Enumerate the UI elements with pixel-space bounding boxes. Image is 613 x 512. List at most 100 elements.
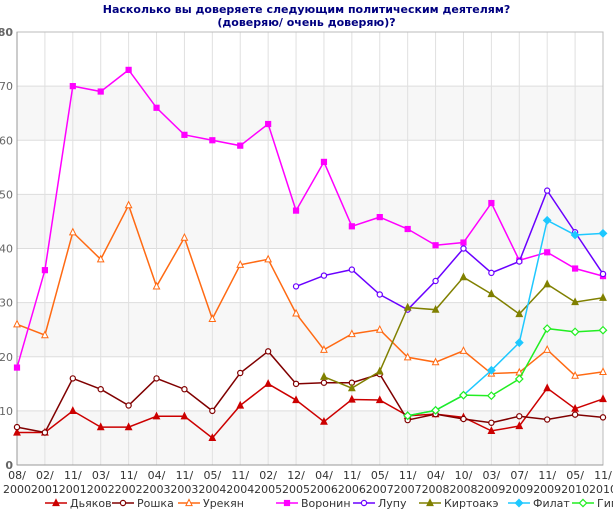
legend-marker [185,498,193,507]
data-point [543,279,552,288]
x-tick-label-year: 2009 [533,483,561,496]
x-tick-label-month: 03/ [483,469,501,482]
x-tick-label-month: 05/ [566,469,584,482]
data-point [68,227,77,236]
data-point [292,308,300,317]
series-line [16,203,604,377]
data-point [180,232,189,241]
data-point [486,365,496,375]
data-point [264,348,272,355]
grid-band [17,194,603,249]
data-point [264,379,273,387]
y-tick-label: 0 [5,459,13,472]
data-point [487,426,496,435]
data-point [237,142,244,149]
x-tick-label-month: 11/ [120,469,138,482]
data-point [320,379,328,386]
data-point [598,228,608,238]
x-tick-label-month: 11/ [176,469,194,482]
data-point [571,370,580,379]
legend-label: Киртоакэ [444,497,499,510]
y-tick-label: 80 [0,26,13,39]
data-point [599,270,607,278]
series-line [17,382,604,439]
legend-item: Киртоакэ [419,497,499,510]
legend-label: Воронин [301,497,351,510]
data-point [570,230,580,240]
data-point [571,403,580,412]
x-tick-label-month: 05/ [371,469,389,482]
data-point [153,375,160,382]
data-point [542,215,552,225]
legend-marker [426,498,434,507]
data-point [514,338,524,348]
grid-band [17,302,603,357]
data-point [153,104,160,111]
data-point [152,281,161,290]
data-point [320,416,328,425]
series-7 [403,324,608,421]
x-tick-label-year: 2005 [254,483,282,496]
data-point [152,411,161,420]
legend-label: Рошка [137,497,174,510]
x-tick-label-month: 11/ [538,469,556,482]
data-point [598,325,608,335]
x-tick-label-month: 10/ [455,469,473,482]
data-point [488,199,495,207]
legend-marker [119,499,127,507]
data-point [599,367,607,376]
x-tick-label-year: 2007 [394,483,422,496]
legend-item: Урекян [178,497,244,510]
data-point [347,383,356,392]
data-point [265,120,272,128]
data-point [571,411,579,418]
data-point [124,200,133,209]
x-tick-label-year: 2002 [87,483,115,496]
data-point [459,390,468,400]
data-point [320,272,328,279]
series-2 [13,200,607,379]
data-point [208,433,217,442]
data-point [432,242,439,249]
x-tick-label-year: 2008 [449,483,477,496]
data-point [542,324,552,334]
data-point [348,266,356,273]
x-tick-label-month: 12/ [287,469,305,482]
x-tick-label-year: 2006 [310,483,338,496]
legend-marker [52,498,60,507]
data-point [13,319,21,328]
data-point [13,364,21,371]
x-tick-label-year: 2009 [505,483,533,496]
x-tick-label-month: 04/ [148,469,166,482]
data-point [403,411,413,421]
x-tick-label-year: 2004 [226,483,254,496]
data-point [571,297,580,306]
data-point [209,137,216,144]
data-point [292,380,300,388]
data-point [320,344,328,353]
legend-label: Урекян [203,497,244,510]
x-tick-label-month: 07/ [510,469,528,482]
x-tick-label-month: 02/ [259,469,277,482]
data-point [209,407,216,415]
x-tick-label-month: 11/ [343,469,361,482]
data-point [460,415,467,423]
legend-item: Филат [508,497,570,510]
data-point [41,267,49,274]
x-tick-label-year: 2008 [422,483,450,496]
data-point [543,416,551,423]
data-point [125,66,132,73]
data-point [292,283,300,290]
data-point [376,291,383,298]
data-point [13,423,21,431]
grid-band [17,86,603,141]
series-line [295,188,604,311]
data-point [208,314,217,322]
x-tick-label-year: 2001 [59,483,87,496]
y-tick-label: 60 [0,134,13,147]
data-point [13,427,21,436]
x-tick-label-year: 2005 [282,483,310,496]
legend-marker [283,499,291,507]
legend-item: Воронин [276,497,351,510]
x-tick-label-month: 02/ [36,469,54,482]
